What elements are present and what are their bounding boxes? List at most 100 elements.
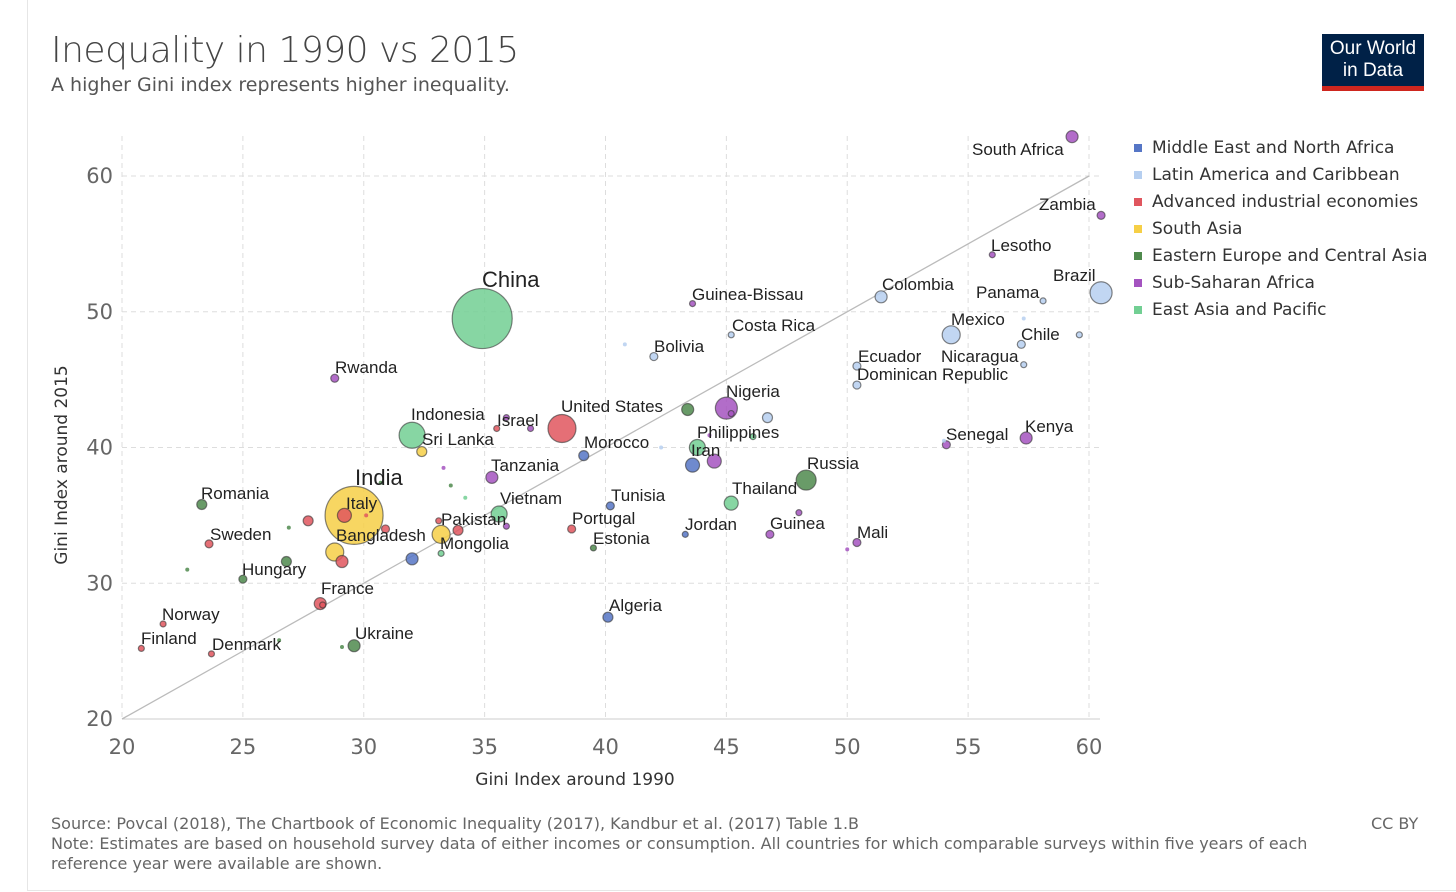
data-point bbox=[1020, 361, 1028, 369]
data-point bbox=[405, 552, 419, 566]
point-label: Russia bbox=[807, 454, 860, 473]
license-link[interactable]: CC BY bbox=[1371, 814, 1419, 833]
data-point bbox=[567, 524, 577, 534]
legend-swatch-icon bbox=[1134, 143, 1142, 152]
data-point bbox=[277, 638, 282, 643]
data-point bbox=[441, 465, 446, 470]
x-tick-label: 40 bbox=[592, 735, 619, 759]
data-point bbox=[727, 331, 735, 339]
data-point bbox=[463, 495, 468, 500]
point-label: Norway bbox=[162, 605, 220, 624]
point-label: Kenya bbox=[1025, 417, 1074, 436]
data-point bbox=[335, 554, 349, 569]
data-point bbox=[490, 505, 508, 523]
point-label: Guinea bbox=[770, 514, 825, 533]
data-point bbox=[941, 325, 961, 345]
point-label: Italy bbox=[346, 494, 378, 513]
point-label: Algeria bbox=[609, 596, 662, 615]
x-tick-label: 35 bbox=[471, 735, 498, 759]
point-label: Mexico bbox=[951, 310, 1005, 329]
data-point bbox=[416, 445, 428, 458]
point-label: Pakistan bbox=[441, 510, 506, 529]
legend-item[interactable]: Middle East and North Africa bbox=[1134, 134, 1428, 161]
data-point bbox=[941, 440, 951, 450]
legend-item[interactable]: Eastern Europe and Central Asia bbox=[1134, 242, 1428, 269]
data-point bbox=[684, 457, 701, 473]
data-point bbox=[622, 342, 627, 347]
point-label: Lesotho bbox=[991, 236, 1052, 255]
data-point bbox=[723, 495, 739, 511]
point-label: Morocco bbox=[584, 433, 649, 452]
data-point bbox=[452, 524, 464, 536]
data-point bbox=[547, 413, 577, 444]
point-label: Ukraine bbox=[355, 624, 414, 643]
point-label: Finland bbox=[141, 629, 197, 648]
legend-swatch-icon bbox=[1134, 305, 1142, 314]
y-tick-label: 20 bbox=[86, 707, 113, 731]
data-point bbox=[589, 544, 598, 552]
point-label: Philippines bbox=[697, 423, 779, 442]
data-point bbox=[451, 287, 513, 350]
y-tick-label: 30 bbox=[86, 571, 113, 595]
data-point bbox=[302, 515, 314, 527]
y-tick-label: 40 bbox=[86, 436, 113, 460]
point-label: Vietnam bbox=[500, 489, 562, 508]
legend-item[interactable]: Sub-Saharan Africa bbox=[1134, 269, 1428, 296]
point-label: Hungary bbox=[242, 560, 307, 579]
data-point bbox=[681, 402, 695, 417]
logo-line-1: Our World bbox=[1329, 38, 1417, 59]
legend-item[interactable]: East Asia and Pacific bbox=[1134, 296, 1428, 323]
data-point bbox=[185, 567, 190, 572]
point-label: Nigeria bbox=[726, 382, 780, 401]
data-point bbox=[437, 549, 445, 557]
data-point bbox=[493, 424, 501, 433]
data-point bbox=[795, 509, 803, 517]
data-point bbox=[845, 547, 850, 552]
data-point bbox=[339, 645, 344, 650]
logo-line-2: in Data bbox=[1342, 60, 1404, 81]
legend-label: Eastern Europe and Central Asia bbox=[1152, 245, 1428, 266]
data-point bbox=[330, 373, 340, 383]
point-label: Ecuador bbox=[858, 347, 922, 366]
point-label: Costa Rica bbox=[732, 316, 816, 335]
data-point bbox=[347, 639, 361, 653]
data-point bbox=[605, 501, 615, 511]
point-label: Tanzania bbox=[491, 456, 560, 475]
chart-frame bbox=[27, 0, 1456, 891]
data-point bbox=[435, 517, 443, 525]
legend-label: East Asia and Pacific bbox=[1152, 299, 1327, 320]
point-label: Chile bbox=[1021, 325, 1060, 344]
data-point bbox=[874, 290, 888, 304]
point-label: China bbox=[482, 267, 540, 292]
chart-title: Inequality in 1990 vs 2015 bbox=[51, 30, 519, 71]
legend-item[interactable]: South Asia bbox=[1134, 215, 1428, 242]
data-point bbox=[286, 525, 291, 530]
data-point bbox=[378, 480, 383, 485]
legend-label: Advanced industrial economies bbox=[1152, 191, 1419, 212]
data-point bbox=[324, 485, 384, 545]
data-point bbox=[795, 469, 817, 491]
owid-logo[interactable]: Our World in Data bbox=[1322, 34, 1424, 91]
point-label: United States bbox=[561, 397, 663, 416]
legend-item[interactable]: Advanced industrial economies bbox=[1134, 188, 1428, 215]
data-point bbox=[380, 524, 391, 534]
data-point bbox=[280, 555, 292, 568]
x-tick-label: 20 bbox=[109, 735, 136, 759]
x-tick-label: 45 bbox=[713, 735, 740, 759]
data-point bbox=[448, 483, 453, 488]
data-point bbox=[431, 524, 451, 544]
point-label: Sweden bbox=[210, 525, 271, 544]
data-point bbox=[578, 450, 590, 462]
data-point bbox=[502, 522, 510, 530]
data-point bbox=[852, 380, 862, 390]
data-point bbox=[765, 529, 775, 539]
data-point bbox=[707, 433, 712, 438]
legend-swatch-icon bbox=[1134, 251, 1142, 260]
legend-item[interactable]: Latin America and Caribbean bbox=[1134, 161, 1428, 188]
data-point bbox=[1021, 316, 1026, 321]
x-tick-label: 25 bbox=[230, 735, 257, 759]
data-point bbox=[502, 414, 510, 422]
reference-line-y-equals-x bbox=[121, 175, 1090, 720]
point-label: France bbox=[321, 579, 374, 598]
